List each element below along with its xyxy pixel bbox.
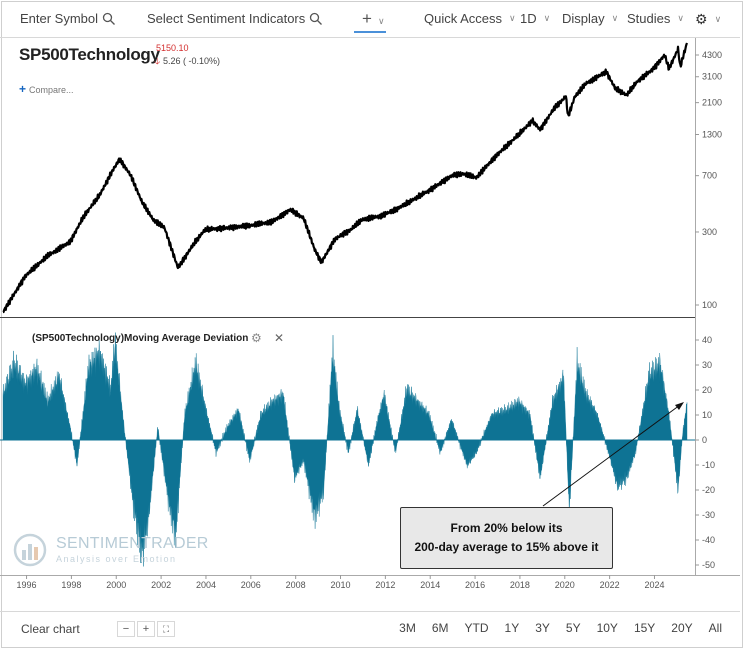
zoom-controls: − + ⛶ [117, 621, 177, 637]
crosshair-icon: + [362, 9, 372, 28]
x-tick-label: 2016 [465, 580, 485, 590]
range-6m-button[interactable]: 6M [431, 621, 449, 635]
deviation-y-tick-label: 20 [702, 385, 712, 395]
annotation-line-1: From 20% below its [450, 521, 563, 535]
range-20y-button[interactable]: 20Y [671, 621, 693, 635]
logo-tagline: Analysis over Emotion [56, 554, 177, 564]
price-y-tick-label: 4300 [702, 50, 722, 60]
deviation-y-tick-label: 0 [702, 435, 707, 445]
clear-chart-button[interactable]: Clear chart [21, 622, 80, 636]
x-tick-label: 2004 [196, 580, 216, 590]
range-all-button[interactable]: All [708, 621, 722, 635]
deviation-y-tick-label: -20 [702, 485, 715, 495]
range-15y-button[interactable]: 15Y [633, 621, 656, 635]
price-y-tick-label: 100 [702, 300, 717, 310]
indicator-settings-icon[interactable]: ⚙ [251, 331, 262, 345]
x-tick-label: 1998 [61, 580, 81, 590]
price-y-tick-label: 1300 [702, 130, 722, 140]
settings-menu[interactable]: ⚙ ∨ [695, 11, 721, 28]
plus-icon: + [19, 82, 27, 96]
studies-menu[interactable]: Studies ∨ [627, 11, 684, 26]
chevron-down-icon: ∨ [611, 13, 619, 23]
toolbar: Enter Symbol Select Sentiment Indicators… [0, 0, 740, 38]
deviation-y-tick-label: -50 [702, 560, 715, 570]
bottom-bar: Clear chart − + ⛶ 3M 6M YTD 1Y 3Y 5Y 10Y 15Y 20Y… [0, 611, 740, 645]
fit-screen-icon[interactable]: ⛶ [157, 621, 175, 637]
last-price: 5150.10 [156, 43, 189, 53]
price-y-tick-label: 700 [702, 171, 717, 181]
x-tick-label: 2008 [286, 580, 306, 590]
interval-label: 1D [520, 11, 537, 26]
quick-access-label: Quick Access [424, 11, 503, 26]
x-tick-label: 2024 [644, 580, 664, 590]
chevron-down-icon: ∨ [509, 13, 516, 23]
x-tick-label: 2018 [510, 580, 530, 590]
x-tick-label: 1996 [17, 580, 37, 590]
indicator-search-input[interactable]: Select Sentiment Indicators [147, 11, 306, 26]
annotation-arrow [542, 404, 681, 507]
logo-mark-icon [13, 533, 47, 567]
zoom-in-button[interactable]: + [137, 621, 155, 637]
compare-label: Compare... [29, 85, 74, 95]
crosshair-tool[interactable]: + ∨ [354, 6, 386, 33]
price-change: 🡣 5.26 ( -0.10%) [154, 54, 220, 70]
display-menu[interactable]: Display ∨ [562, 11, 618, 26]
price-y-tick-label: 300 [702, 227, 717, 237]
range-ytd-button[interactable]: YTD [464, 621, 489, 635]
price-series-line [2, 42, 689, 314]
range-3m-button[interactable]: 3M [399, 621, 416, 635]
range-5y-button[interactable]: 5Y [565, 621, 581, 635]
sentimentrader-logo: SENTIMENTRADER Analysis over Emotion [13, 533, 208, 567]
price-change-value: 5.26 ( -0.10%) [162, 56, 221, 66]
compare-button[interactable]: + Compare... [19, 82, 74, 96]
deviation-y-tick-label: 30 [702, 360, 712, 370]
indicator-search[interactable]: Select Sentiment Indicators [147, 11, 323, 26]
deviation-y-tick-label: -10 [702, 460, 715, 470]
range-1y-button[interactable]: 1Y [504, 621, 520, 635]
quick-access-menu[interactable]: Quick Access ∨ [424, 11, 516, 26]
studies-label: Studies [627, 11, 671, 26]
x-tick-label: 2022 [600, 580, 620, 590]
deviation-series-area [2, 332, 688, 567]
indicator-close-icon[interactable]: ✕ [274, 331, 285, 345]
range-10y-button[interactable]: 10Y [596, 621, 618, 635]
x-tick-label: 2020 [555, 580, 575, 590]
x-tick-label: 2010 [330, 580, 350, 590]
deviation-y-tick-label: 10 [702, 410, 712, 420]
deviation-y-tick-label: -30 [702, 510, 715, 520]
zoom-out-button[interactable]: − [117, 621, 135, 637]
price-y-tick-label: 3100 [702, 72, 722, 82]
symbol-search[interactable]: Enter Symbol [20, 11, 116, 26]
annotation-line-2: 200-day average to 15% above it [414, 540, 599, 554]
deviation-y-tick-label: -40 [702, 535, 715, 545]
x-tick-label: 2000 [106, 580, 126, 590]
x-tick-label: 2006 [241, 580, 261, 590]
chevron-down-icon: ∨ [677, 13, 684, 23]
search-icon[interactable] [309, 12, 323, 26]
x-tick-label: 2012 [375, 580, 395, 590]
logo-brand: SENTIMENTRADER [56, 535, 209, 552]
gear-icon: ⚙ [695, 11, 708, 27]
x-tick-label: 2014 [420, 580, 440, 590]
display-label: Display [562, 11, 605, 26]
x-tick-label: 2002 [151, 580, 171, 590]
chevron-down-icon: ∨ [378, 16, 385, 26]
arrow-head [675, 402, 684, 410]
indicator-title: (SP500Technology)Moving Average Deviatio… [32, 333, 249, 344]
chevron-down-icon: ∨ [543, 13, 551, 23]
search-icon[interactable] [102, 12, 116, 26]
chevron-down-icon: ∨ [714, 14, 722, 24]
range-3y-button[interactable]: 3Y [535, 621, 550, 635]
down-arrow-icon: 🡣 [154, 56, 161, 66]
range-selector: 3M 6M YTD 1Y 3Y 5Y 10Y 15Y 20Y All [399, 621, 722, 635]
deviation-y-tick-label: 40 [702, 335, 712, 345]
annotation-callout: From 20% below its 200-day average to 15… [400, 507, 613, 569]
price-y-tick-label: 2100 [702, 98, 722, 108]
interval-menu[interactable]: 1D ∨ [520, 11, 550, 26]
symbol-title: SP500Technology [19, 45, 160, 64]
symbol-search-input[interactable]: Enter Symbol [20, 11, 99, 26]
